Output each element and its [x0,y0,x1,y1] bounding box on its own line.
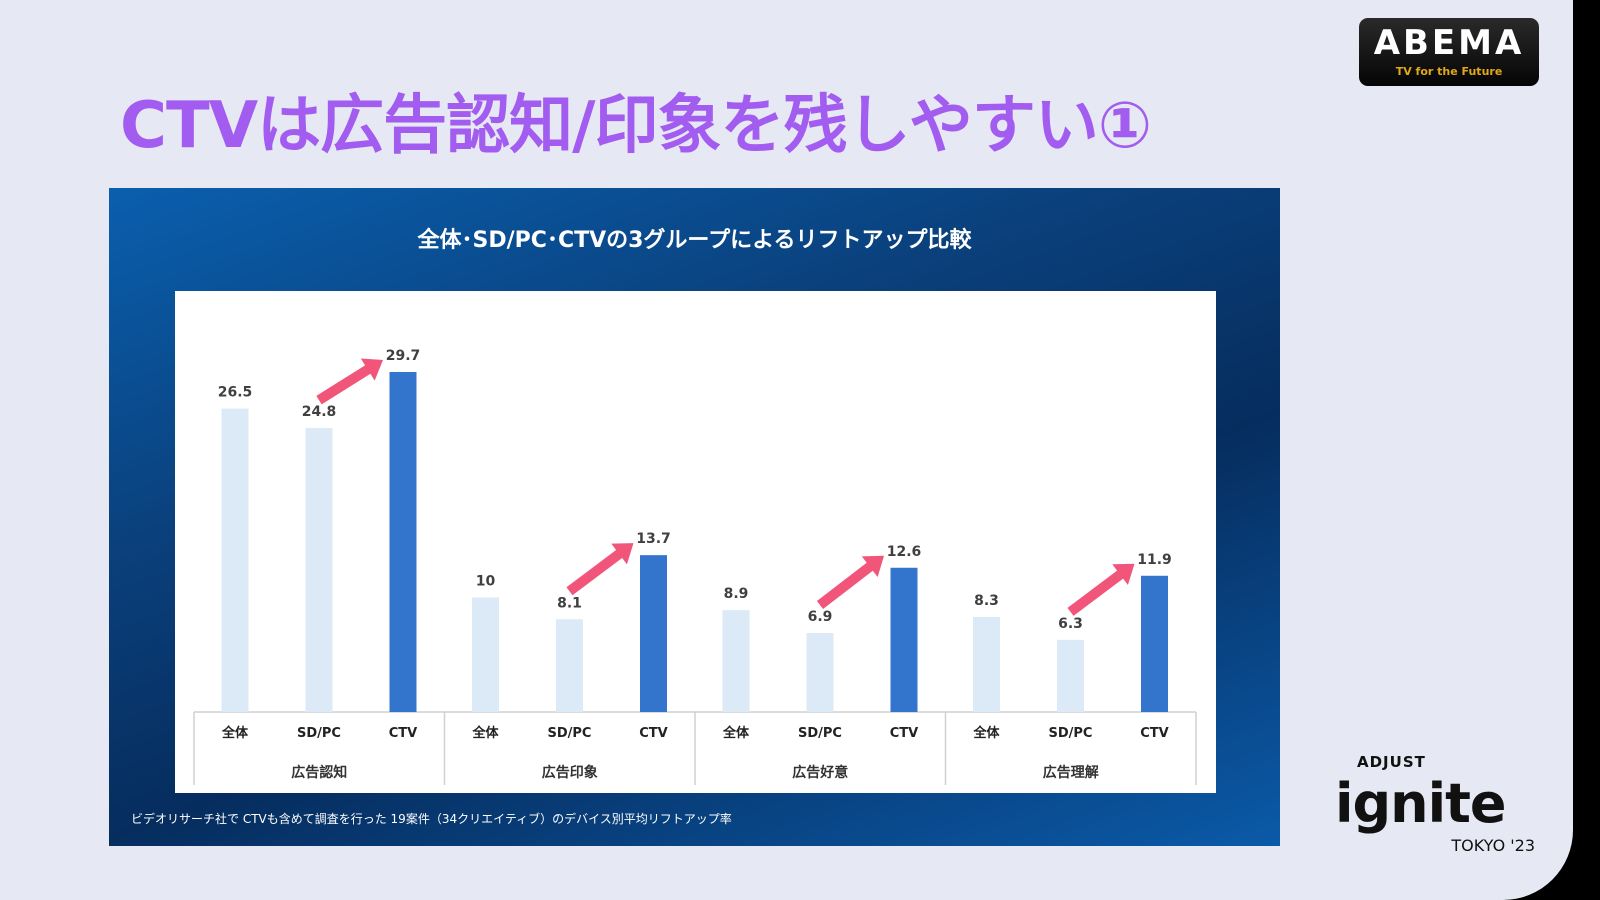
data-label: 24.8 [302,404,337,420]
bar [389,372,417,712]
bar [1057,639,1084,712]
data-label: 8.3 [974,593,999,609]
category-label: CTV [639,726,667,741]
group-label: 広告印象 [542,764,598,781]
bar [722,610,750,712]
abema-logo: ABEMA TV for the Future [1359,18,1539,86]
category-label: CTV [1140,726,1168,741]
data-label: 6.3 [1058,616,1083,632]
chart-title: 全体･SD/PC･CTVの3グループによるリフトアップ比較 [417,228,972,253]
bar [806,633,834,712]
data-label: 12.6 [887,544,922,560]
category-label: 全体 [972,725,1000,741]
arrow-icon [816,555,884,609]
category-label: CTV [389,726,417,741]
bar [472,597,499,712]
abema-tagline: TV for the Future [1395,65,1503,78]
data-label: 6.9 [808,609,833,625]
data-label: 13.7 [636,531,671,547]
arrow-icon [566,543,634,596]
arrow-icon [316,358,383,405]
abema-logo-text: ABEMA [1373,23,1525,63]
group-label: 広告理解 [1043,764,1099,781]
tokyo-text: TOKYO '23 [1451,836,1535,855]
bar [1141,575,1168,712]
data-label: 8.1 [557,595,582,611]
group-label: 広告認知 [291,764,347,781]
category-label: 全体 [471,725,499,741]
data-label: 8.9 [724,586,749,602]
ignite-text: ignite [1335,772,1507,835]
data-label: 10 [476,574,496,590]
data-label: 29.7 [386,348,421,364]
plot-area [175,291,1216,793]
category-label: 全体 [221,725,249,741]
category-label: SD/PC [548,726,592,741]
adjust-ignite-logo: ADJUST ignite TOKYO '23 [1335,752,1545,856]
footnote: ビデオリサーチ社で CTVも含めて調査を行った 19案件（34クリエイティブ）の… [131,812,732,826]
arrow-icon [1067,563,1135,616]
bar [640,555,667,712]
category-label: SD/PC [1049,726,1093,741]
bar [221,408,249,712]
adjust-text: ADJUST [1357,753,1426,771]
slide-title: CTVは広告認知/印象を残しやすい① [120,89,1152,163]
category-label: CTV [890,726,918,741]
data-label: 26.5 [218,385,253,401]
bar [305,428,333,712]
category-label: SD/PC [297,726,341,741]
bar [890,567,918,712]
group-label: 広告好意 [792,764,848,781]
bar [556,619,583,712]
data-label: 11.9 [1137,552,1172,568]
category-label: SD/PC [798,726,842,741]
category-label: 全体 [722,725,750,741]
bar [973,616,1000,712]
